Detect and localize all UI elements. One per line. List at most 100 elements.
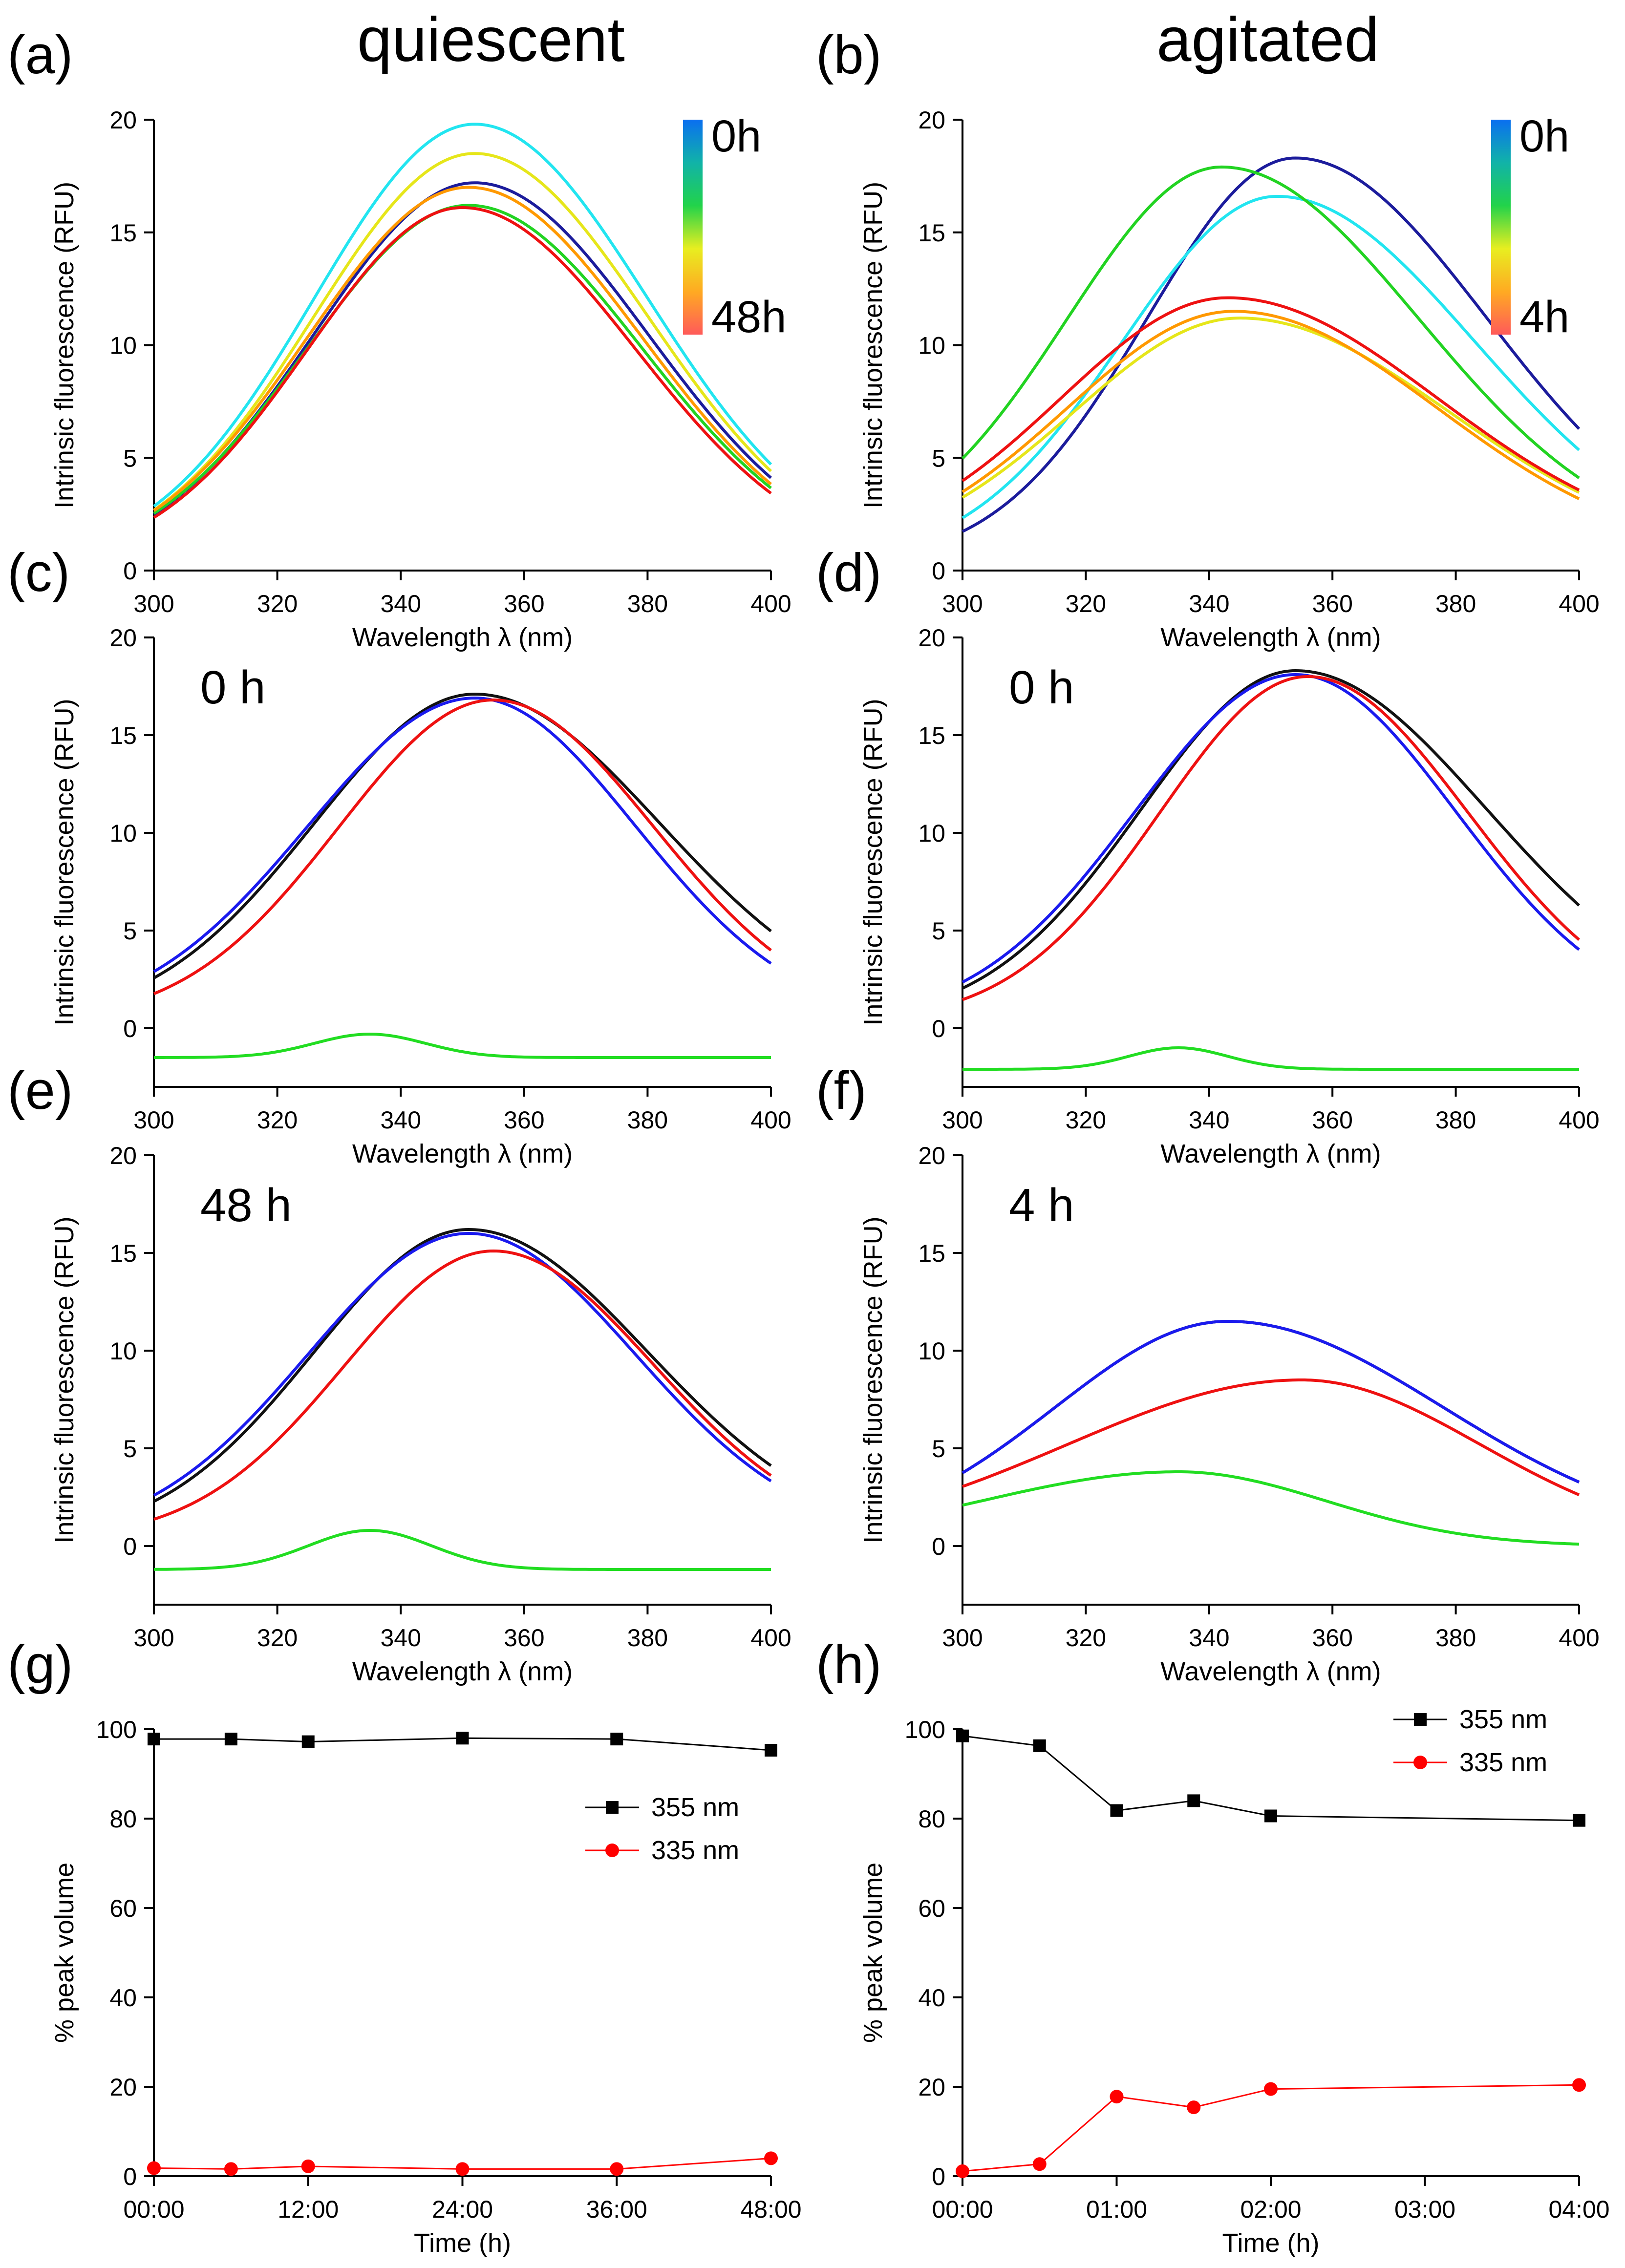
legend-label-335-nm: 335 nm	[1459, 1748, 1547, 1777]
series-line-335-nm	[154, 1529, 771, 1571]
x-tick-label: 48:00	[740, 2196, 801, 2223]
x-tick-label: 300	[133, 1624, 174, 1652]
data-point-335-nm	[301, 2159, 315, 2173]
data-point-355-nm	[610, 1733, 623, 1746]
data-point-335-nm	[224, 2162, 238, 2176]
x-axis-title: Wavelength λ (nm)	[352, 1139, 573, 1168]
x-tick-label: 36:00	[586, 2196, 647, 2223]
chart-panel-f: (f) 300 320 340 360 380 400 0 5 10 15 20 Wavelength …	[816, 1060, 1600, 1686]
x-tick-label: 320	[1066, 590, 1106, 617]
x-tick-label: 380	[627, 1624, 668, 1652]
legend-marker-335-nm	[605, 1844, 619, 1857]
y-tick-label: 100	[96, 1716, 137, 1743]
x-tick-label: 340	[380, 590, 421, 617]
y-axis-title: % peak volume	[50, 1863, 79, 2043]
chart-panel-a: (a) 300 320 340 360 380 400 0 5 10 15 20 Wavelength …	[7, 25, 791, 652]
y-tick-label: 5	[123, 445, 137, 472]
time-annotation: 0 h	[1009, 661, 1074, 714]
y-tick-label: 15	[109, 219, 137, 247]
y-tick-label: 20	[918, 106, 945, 134]
x-tick-label: 360	[504, 1106, 544, 1134]
y-tick-label: 5	[123, 1435, 137, 1463]
x-tick-label: 400	[1559, 1106, 1599, 1134]
series-line-355-nm	[962, 675, 1580, 1001]
x-tick-label: 400	[1559, 590, 1599, 617]
y-tick-label: 15	[918, 219, 945, 247]
x-tick-label: 03:00	[1394, 2196, 1455, 2223]
x-tick-label: 340	[380, 1106, 421, 1134]
y-tick-label: 0	[932, 2163, 945, 2190]
series-line-355-nm	[154, 1737, 771, 1751]
y-tick-label: 10	[109, 332, 137, 360]
data-point-335-nm	[610, 2162, 624, 2176]
x-tick-label: 380	[627, 590, 668, 617]
series-line-fit	[153, 697, 772, 973]
chart-panel-b: (b) 300 320 340 360 380 400 0 5 10 15 20 Wavelength …	[816, 25, 1600, 652]
x-axis-title: Wavelength λ (nm)	[1160, 623, 1381, 652]
data-point-355-nm	[148, 1733, 160, 1746]
time-annotation: 48 h	[200, 1179, 292, 1231]
legend-marker-335-nm	[1413, 1756, 1427, 1769]
y-tick-label: 60	[109, 1895, 137, 1922]
series-line-t3	[153, 204, 772, 515]
series-line-data	[153, 1228, 772, 1503]
x-tick-label: 360	[504, 1624, 544, 1652]
x-tick-label: 300	[133, 1106, 174, 1134]
x-tick-label: 00:00	[123, 2196, 184, 2223]
x-tick-label: 400	[1559, 1624, 1599, 1652]
x-tick-label: 400	[750, 1624, 791, 1652]
y-axis-title: Intrinsic fluorescence (RFU)	[50, 1216, 79, 1543]
y-tick-label: 20	[109, 624, 137, 652]
x-tick-label: 300	[942, 590, 983, 617]
data-point-335-nm	[1110, 2090, 1124, 2104]
x-tick-label: 380	[1435, 1624, 1476, 1652]
y-tick-label: 10	[918, 332, 945, 360]
x-tick-label: 380	[1435, 1106, 1476, 1134]
y-tick-label: 80	[918, 1805, 945, 1833]
y-tick-label: 0	[123, 1015, 137, 1042]
x-axis-title: Time (h)	[414, 2228, 511, 2258]
series-line-t5	[153, 186, 772, 512]
y-tick-label: 15	[109, 722, 137, 749]
x-tick-label: 00:00	[932, 2196, 993, 2223]
colorbar-bottom-label: 4h	[1519, 292, 1569, 342]
x-tick-label: 400	[750, 1106, 791, 1134]
y-tick-label: 0	[932, 557, 945, 585]
y-tick-label: 5	[932, 445, 945, 472]
y-axis-title: Intrinsic fluorescence (RFU)	[50, 699, 79, 1025]
y-tick-label: 80	[109, 1805, 137, 1833]
data-point-355-nm	[301, 1735, 315, 1748]
y-tick-label: 5	[932, 1435, 945, 1463]
y-tick-label: 10	[918, 1337, 945, 1365]
y-tick-label: 0	[932, 1015, 945, 1042]
y-tick-label: 5	[932, 917, 945, 945]
y-tick-label: 0	[123, 557, 137, 585]
panel-label: (d)	[816, 543, 881, 603]
x-tick-label: 340	[380, 1624, 421, 1652]
chart-panel-h: (h) 00:00 01:00 02:00 03:00 04:00 0 20 40 60 80 100…	[816, 1634, 1610, 2258]
series-line-data	[962, 669, 1581, 990]
panel-label: (g)	[7, 1634, 73, 1695]
series-line-t2	[153, 123, 772, 508]
data-point-355-nm	[456, 1732, 469, 1745]
x-tick-label: 01:00	[1086, 2196, 1147, 2223]
x-tick-label: 320	[257, 1624, 298, 1652]
series-line-355-nm	[962, 1735, 1580, 1822]
data-point-355-nm	[765, 1744, 777, 1757]
legend-marker-355-nm	[1414, 1713, 1427, 1726]
x-axis-title: Wavelength λ (nm)	[1160, 1139, 1381, 1168]
data-point-335-nm	[1032, 2157, 1047, 2171]
y-tick-label: 10	[109, 1337, 137, 1365]
y-tick-label: 5	[123, 917, 137, 945]
data-point-355-nm	[1187, 1794, 1200, 1807]
colorbar-top-label: 0h	[1519, 111, 1569, 161]
series-line-0h	[153, 181, 772, 516]
colorbar-top-label: 0h	[711, 111, 761, 161]
data-point-335-nm	[1572, 2078, 1586, 2092]
y-tick-label: 15	[109, 1240, 137, 1267]
colorbar	[683, 120, 703, 335]
x-tick-label: 24:00	[432, 2196, 493, 2223]
panel-label: (e)	[7, 1060, 73, 1121]
x-tick-label: 380	[1435, 590, 1476, 617]
series-line-fit	[153, 1232, 772, 1497]
